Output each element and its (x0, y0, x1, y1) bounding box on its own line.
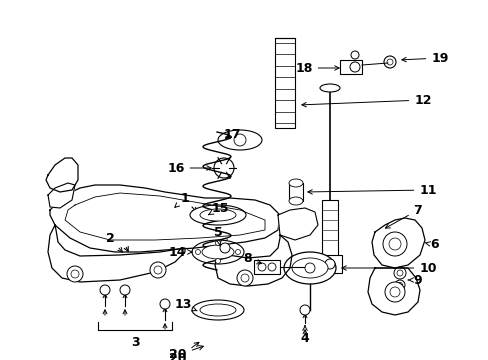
Circle shape (120, 285, 130, 295)
Text: 20: 20 (169, 342, 199, 360)
Polygon shape (50, 185, 280, 252)
Text: 1: 1 (175, 192, 189, 207)
Text: 7: 7 (385, 203, 422, 228)
Text: 4: 4 (300, 326, 309, 345)
Circle shape (195, 249, 200, 255)
Circle shape (389, 287, 399, 297)
Ellipse shape (192, 240, 244, 264)
Polygon shape (215, 235, 291, 286)
Text: 5: 5 (213, 226, 222, 245)
Circle shape (382, 232, 406, 256)
Circle shape (220, 243, 229, 253)
Circle shape (258, 263, 265, 271)
Ellipse shape (319, 84, 339, 92)
Text: 6: 6 (424, 238, 438, 252)
Circle shape (394, 280, 404, 290)
Circle shape (393, 267, 405, 279)
Text: 9: 9 (407, 274, 422, 287)
Text: 12: 12 (301, 94, 431, 107)
Text: 20: 20 (169, 346, 203, 360)
Circle shape (241, 274, 248, 282)
Text: 19: 19 (401, 51, 448, 64)
Circle shape (234, 134, 245, 146)
Text: 18: 18 (295, 62, 339, 75)
Bar (317, 255, 341, 273)
Text: 15: 15 (208, 202, 228, 215)
Ellipse shape (291, 258, 327, 278)
Text: 11: 11 (307, 184, 436, 197)
Circle shape (299, 305, 309, 315)
Circle shape (237, 270, 252, 286)
Polygon shape (46, 158, 78, 192)
Circle shape (305, 263, 314, 273)
Circle shape (235, 249, 240, 255)
Polygon shape (48, 225, 184, 282)
Polygon shape (367, 268, 419, 315)
Circle shape (386, 59, 392, 65)
Polygon shape (48, 183, 75, 208)
Circle shape (160, 299, 170, 309)
Bar (339, 60, 361, 74)
Circle shape (384, 282, 404, 302)
Circle shape (388, 238, 400, 250)
Circle shape (214, 158, 234, 178)
Bar (321, 200, 337, 260)
Circle shape (397, 283, 402, 288)
Ellipse shape (202, 245, 234, 259)
Bar (274, 38, 294, 128)
Polygon shape (278, 208, 317, 240)
Text: 3: 3 (130, 336, 139, 348)
Ellipse shape (200, 304, 236, 316)
Text: 10: 10 (341, 261, 436, 274)
Circle shape (150, 262, 165, 278)
Bar (288, 183, 303, 201)
Text: 14: 14 (168, 246, 192, 258)
Ellipse shape (192, 300, 244, 320)
Ellipse shape (288, 179, 303, 187)
Text: 13: 13 (174, 298, 197, 311)
Circle shape (100, 285, 110, 295)
Ellipse shape (218, 130, 262, 150)
Ellipse shape (190, 205, 245, 225)
Polygon shape (371, 218, 424, 268)
Text: 8: 8 (243, 252, 261, 265)
Text: 2: 2 (105, 231, 122, 252)
Circle shape (71, 270, 79, 278)
Ellipse shape (284, 252, 335, 284)
Bar (253, 260, 280, 274)
Circle shape (325, 259, 334, 269)
Circle shape (154, 266, 162, 274)
Circle shape (349, 62, 359, 72)
Circle shape (267, 263, 275, 271)
Circle shape (396, 270, 402, 276)
Text: 17: 17 (223, 129, 240, 141)
Circle shape (215, 240, 220, 246)
Circle shape (215, 258, 220, 264)
Circle shape (67, 266, 83, 282)
Ellipse shape (200, 209, 236, 221)
Ellipse shape (288, 197, 303, 205)
Text: 16: 16 (167, 162, 211, 175)
Circle shape (350, 51, 358, 59)
Circle shape (383, 56, 395, 68)
